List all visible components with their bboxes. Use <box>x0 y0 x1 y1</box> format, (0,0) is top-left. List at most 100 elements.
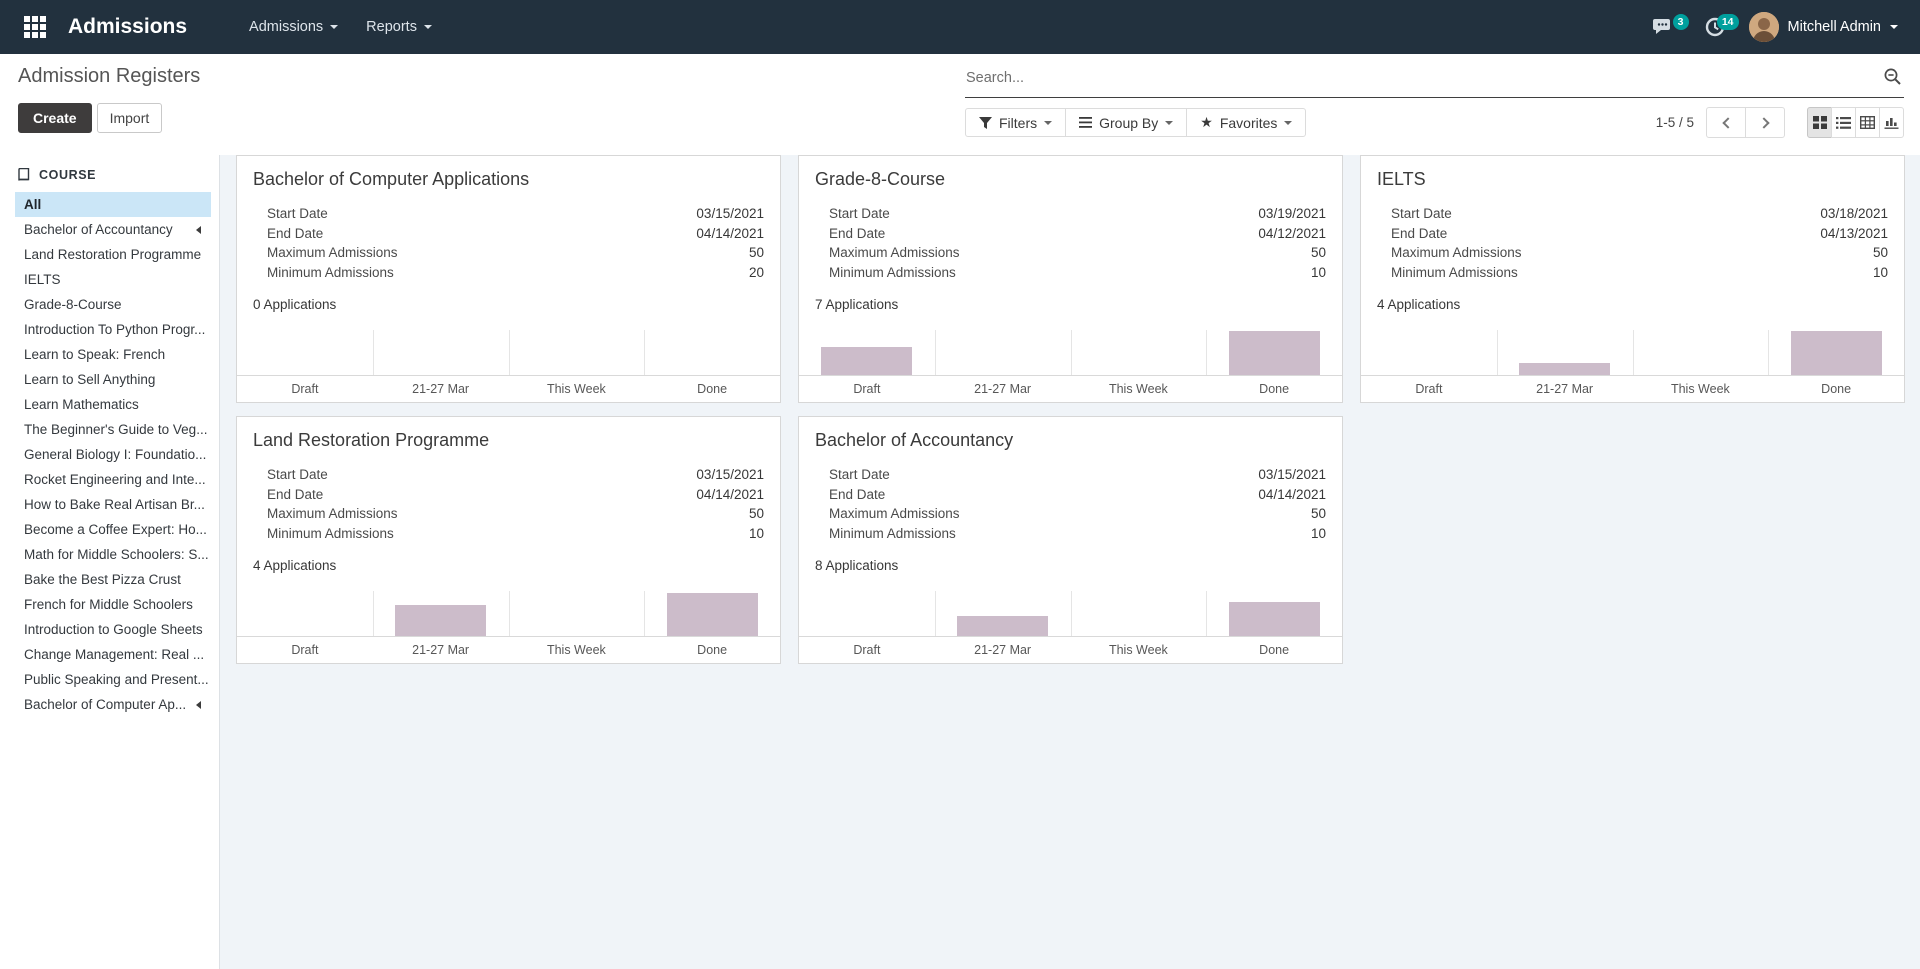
messages-button[interactable]: 3 <box>1643 11 1689 43</box>
card-fields: Start Date 03/15/2021 End Date 04/14/2021 Ma… <box>829 465 1326 543</box>
course-filter-item[interactable]: Public Speaking and Present... <box>15 667 211 692</box>
course-filter-item[interactable]: Introduction To Python Progr... <box>15 317 211 342</box>
course-filter-label: Learn to Sell Anything <box>24 372 156 387</box>
import-button[interactable]: Import <box>96 103 163 133</box>
card-field-row: End Date 04/14/2021 <box>267 485 764 505</box>
course-filter-label: French for Middle Schoolers <box>24 597 193 612</box>
course-filter-item[interactable]: All <box>15 192 211 217</box>
field-label: Start Date <box>267 467 328 482</box>
course-filter-label: Bake the Best Pizza Crust <box>24 572 181 587</box>
card-field-row: Minimum Admissions 10 <box>829 524 1326 544</box>
pager-range: 1-5 / 5 <box>1655 115 1694 130</box>
pivot-view-button[interactable] <box>1855 107 1880 138</box>
course-filter-label: IELTS <box>24 272 61 287</box>
messages-badge: 3 <box>1672 14 1689 30</box>
course-filter-label: All <box>24 197 42 212</box>
field-value: 04/14/2021 <box>696 486 764 502</box>
kanban-view-button[interactable] <box>1807 107 1832 138</box>
field-value: 03/15/2021 <box>696 206 764 221</box>
chart-x-labels: Draft 21-27 Mar This Week Done <box>799 376 1342 402</box>
pager-previous-button[interactable] <box>1706 107 1746 138</box>
course-filter-item[interactable]: The Beginner's Guide to Veg... <box>15 417 211 442</box>
pivot-table-icon <box>1860 116 1875 129</box>
course-filter-item[interactable]: General Biology I: Foundatio... <box>15 442 211 467</box>
course-filter-item[interactable]: Learn to Speak: French <box>15 342 211 367</box>
filters-button[interactable]: Filters <box>965 108 1067 137</box>
course-filter-item[interactable]: How to Bake Real Artisan Br... <box>15 492 211 517</box>
course-filter-item[interactable]: Bake the Best Pizza Crust <box>15 567 211 592</box>
search-options: Filters Group By ★ Favorites <box>965 108 1307 137</box>
field-label: Start Date <box>267 206 328 221</box>
course-filter-label: Learn to Speak: French <box>24 347 166 362</box>
chart-plot <box>237 591 780 637</box>
chart-bar <box>821 346 913 375</box>
create-button[interactable]: Create <box>18 103 92 133</box>
course-filter-label: Bachelor of Computer Ap... <box>24 697 187 712</box>
activities-badge: 14 <box>1716 14 1739 30</box>
graph-view-button[interactable] <box>1879 107 1904 138</box>
course-filter-label: Learn Mathematics <box>24 397 139 412</box>
course-filter-item[interactable]: Change Management: Real ... <box>15 642 211 667</box>
chart-x-label: Done <box>697 643 728 657</box>
course-filter-item[interactable]: Learn Mathematics <box>15 392 211 417</box>
admission-register-card[interactable]: Grade-8-Course Start Date 03/19/2021 End D… <box>798 155 1343 403</box>
group-by-button[interactable]: Group By <box>1065 108 1188 137</box>
course-filter-item[interactable]: Land Restoration Programme <box>15 242 211 267</box>
search-icon[interactable] <box>1883 67 1902 86</box>
admission-register-card[interactable]: Bachelor of Computer Applications Start … <box>236 155 781 403</box>
course-filter-label: Rocket Engineering and Inte... <box>24 472 206 487</box>
avatar <box>1748 12 1779 42</box>
course-filter-label: Math for Middle Schoolers: S... <box>24 547 209 562</box>
user-name: Mitchell Admin <box>1787 19 1881 35</box>
course-filter-item[interactable]: Grade-8-Course <box>15 292 211 317</box>
group-by-label: Group By <box>1099 114 1159 131</box>
chevron-right-icon <box>1757 116 1770 129</box>
chart-x-label: 21-27 Mar <box>412 382 470 396</box>
menu-reports[interactable]: Reports <box>352 11 446 43</box>
chart-x-label: This Week <box>1108 382 1168 396</box>
pager-next-button[interactable] <box>1745 107 1785 138</box>
user-menu-button[interactable]: Mitchell Admin <box>1745 6 1902 48</box>
chevron-down-icon <box>423 25 432 29</box>
field-value: 04/14/2021 <box>1258 486 1326 502</box>
course-filter-label: Introduction to Google Sheets <box>24 622 203 637</box>
course-filter-label: Bachelor of Accountancy <box>24 222 173 237</box>
field-label: Maximum Admissions <box>1391 245 1522 260</box>
control-panel: Admission Registers Create Import <box>0 54 1920 155</box>
course-filter-item[interactable]: Bachelor of Computer Ap... <box>15 692 211 717</box>
chart-x-labels: Draft 21-27 Mar This Week Done <box>799 637 1342 663</box>
course-filter-item[interactable]: French for Middle Schoolers <box>15 592 211 617</box>
favorites-button[interactable]: ★ Favorites <box>1186 108 1307 137</box>
field-label: Maximum Admissions <box>829 245 960 260</box>
search-input[interactable] <box>965 63 1904 92</box>
field-label: Minimum Admissions <box>1391 264 1518 280</box>
course-filter-item[interactable]: Learn to Sell Anything <box>15 367 211 392</box>
field-value: 04/12/2021 <box>1258 225 1326 241</box>
menu-admissions[interactable]: Admissions <box>235 11 352 43</box>
admission-register-card[interactable]: Bachelor of Accountancy Start Date 03/15/… <box>798 416 1343 664</box>
course-filter-label: Land Restoration Programme <box>24 247 202 262</box>
activities-button[interactable]: 14 <box>1695 11 1739 43</box>
chevron-left-icon <box>196 700 201 709</box>
card-field-row: Minimum Admissions 10 <box>267 524 764 544</box>
list-view-button[interactable] <box>1831 107 1856 138</box>
card-field-row: Minimum Admissions 10 <box>1391 263 1888 283</box>
course-filter-item[interactable]: Introduction to Google Sheets <box>15 617 211 642</box>
field-label: Minimum Admissions <box>829 264 956 280</box>
chart-bar <box>395 604 487 636</box>
course-filter-item[interactable]: IELTS <box>15 267 211 292</box>
card-field-row: Maximum Admissions 50 <box>267 243 764 263</box>
chart-bar <box>957 615 1049 636</box>
apps-menu-button[interactable] <box>18 10 52 44</box>
kanban-view: Bachelor of Computer Applications Start … <box>220 155 1920 969</box>
course-filter-item[interactable]: Become a Coffee Expert: Ho... <box>15 517 211 542</box>
course-filter-item[interactable]: Rocket Engineering and Inte... <box>15 467 211 492</box>
course-filter-item[interactable]: Bachelor of Accountancy <box>15 217 211 242</box>
field-value: 10 <box>748 525 764 541</box>
field-label: Maximum Admissions <box>267 506 398 521</box>
course-filter-label: The Beginner's Guide to Veg... <box>24 422 208 437</box>
admission-register-card[interactable]: IELTS Start Date 03/18/2021 End Date 04/13/… <box>1360 155 1905 403</box>
admission-register-card[interactable]: Land Restoration Programme Start Date 03/… <box>236 416 781 664</box>
card-field-row: Start Date 03/15/2021 <box>267 204 764 224</box>
course-filter-item[interactable]: Math for Middle Schoolers: S... <box>15 542 211 567</box>
